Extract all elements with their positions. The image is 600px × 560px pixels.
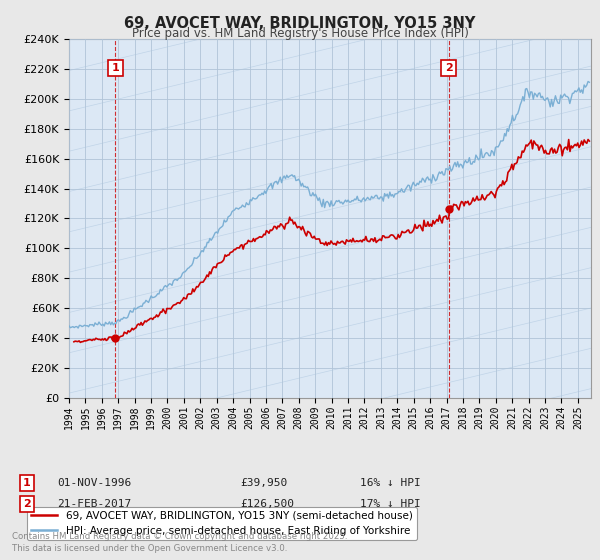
Text: Price paid vs. HM Land Registry's House Price Index (HPI): Price paid vs. HM Land Registry's House … xyxy=(131,27,469,40)
Text: 2: 2 xyxy=(445,63,452,73)
Text: 1: 1 xyxy=(23,478,31,488)
Text: £126,500: £126,500 xyxy=(240,499,294,509)
Text: 21-FEB-2017: 21-FEB-2017 xyxy=(57,499,131,509)
Text: 16% ↓ HPI: 16% ↓ HPI xyxy=(360,478,421,488)
Text: 01-NOV-1996: 01-NOV-1996 xyxy=(57,478,131,488)
Legend: 69, AVOCET WAY, BRIDLINGTON, YO15 3NY (semi-detached house), HPI: Average price,: 69, AVOCET WAY, BRIDLINGTON, YO15 3NY (s… xyxy=(27,507,417,540)
Text: 17% ↓ HPI: 17% ↓ HPI xyxy=(360,499,421,509)
Text: 2: 2 xyxy=(23,499,31,509)
Text: Contains HM Land Registry data © Crown copyright and database right 2025.
This d: Contains HM Land Registry data © Crown c… xyxy=(12,533,347,553)
Text: 69, AVOCET WAY, BRIDLINGTON, YO15 3NY: 69, AVOCET WAY, BRIDLINGTON, YO15 3NY xyxy=(124,16,476,31)
Text: £39,950: £39,950 xyxy=(240,478,287,488)
Text: 1: 1 xyxy=(112,63,119,73)
